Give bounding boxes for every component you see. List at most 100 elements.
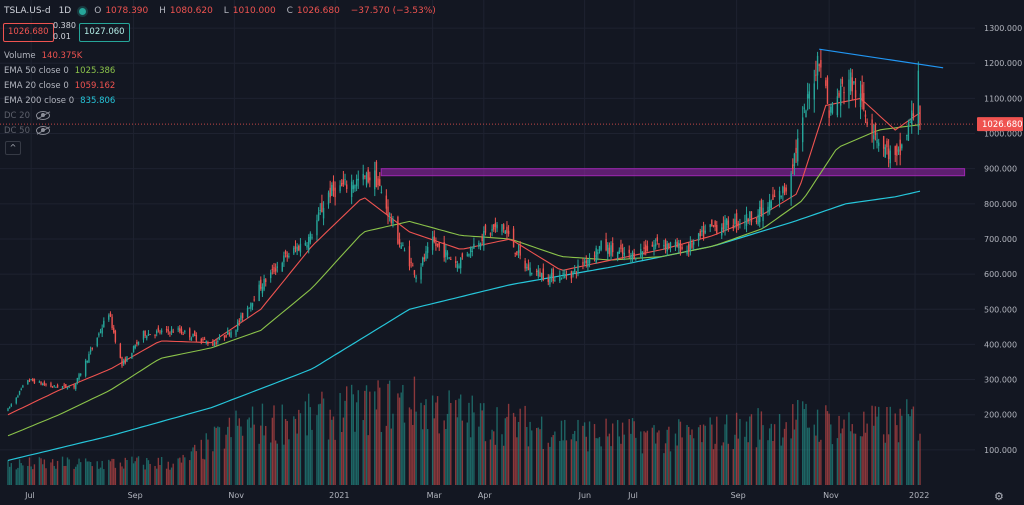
symbol-name[interactable]: TSLA.US-d [4,6,51,16]
candle-body [478,242,480,248]
indicator-dc50[interactable]: DC 50 [4,126,50,136]
candle-body [203,338,206,340]
x-tick-label: Nov [823,491,839,500]
sell-price-button[interactable]: 1026.680 [3,23,54,42]
volume-bar [598,437,601,485]
candle-body [782,186,784,194]
volume-bar [379,387,381,485]
volume-bar [689,434,692,485]
indicator-ema200[interactable]: EMA 200 close 0 835.806 [4,96,115,106]
volume-bar [217,426,219,485]
volume-bar [144,469,146,485]
candle-body [50,383,52,387]
candle-body [887,148,890,160]
candle-body [790,173,792,198]
volume-bar [364,390,366,485]
candle-body [906,134,908,136]
volume-bar [281,404,283,485]
volume-bar [446,413,449,485]
candle-body [853,81,855,84]
volume-bar [793,429,796,485]
volume-bar [169,469,171,485]
indicator-ema50[interactable]: EMA 50 close 0 1025.386 [4,66,115,76]
volume-bar [374,391,376,485]
volume-bar [770,423,772,485]
volume-bar [506,416,508,485]
x-tick-label: Nov [228,491,244,500]
volume-bar [65,465,67,485]
volume-bar [294,418,297,485]
candle-body [656,237,658,242]
volume-bar [101,460,103,485]
indicator-name: Volume [4,51,36,61]
volume-bar [512,412,515,485]
volume-bar [653,425,655,485]
candle-body [319,210,321,212]
candle-body [727,220,730,229]
indicator-volume[interactable]: Volume 140.375K [4,51,82,61]
volume-bar [808,427,810,485]
volume-bar [180,462,183,485]
candle-body [825,80,827,86]
candle-body [536,270,538,272]
indicator-ema20[interactable]: EMA 20 close 0 1059.162 [4,81,115,91]
high-label: H [159,6,166,16]
indicator-dc20[interactable]: DC 20 [4,111,50,121]
candle-body [362,173,364,180]
volume-bar [813,424,815,485]
volume-bar [390,428,392,485]
spread-info: 0.380 0.01 [53,20,76,42]
eye-hidden-icon[interactable] [36,126,50,135]
candle-body [732,225,734,229]
volume-bar [32,469,34,485]
candle-body [238,320,240,323]
candle-body [450,259,452,261]
buy-price-button[interactable]: 1027.060 [79,23,130,42]
collapse-legend-button[interactable]: ^ [5,141,21,155]
volume-bar [768,428,771,485]
candle-body [843,91,845,94]
volume-bar [767,440,769,485]
candle-body [61,386,64,388]
candle-body [724,219,726,230]
volume-bar [468,402,470,485]
volume-bar [238,418,240,485]
candle-body [212,341,214,346]
volume-bar [283,444,285,485]
volume-bar [17,467,19,485]
candle-body [235,329,237,335]
volume-bar [778,414,781,485]
volume-bar [623,434,625,485]
eye-hidden-icon[interactable] [36,111,50,120]
spread-bottom: 0.01 [53,32,71,41]
volume-bar [583,422,586,485]
volume-bar [531,430,533,485]
candle-body [119,343,122,358]
candle-body [886,140,888,148]
gear-icon[interactable]: ⚙ [994,490,1004,503]
volume-bar [489,439,492,485]
volume-bar [550,437,553,485]
candle-body [55,386,57,388]
volume-bar [109,461,112,485]
volume-bar [124,457,126,485]
candle-body [131,352,133,359]
candle-body [344,178,346,180]
volume-bar [864,432,867,485]
volume-bar [435,402,437,485]
candle-body [99,331,102,333]
volume-bar [38,457,41,485]
volume-bar [654,443,657,485]
volume-bar [30,466,32,485]
volume-bar [635,437,637,485]
volume-bar [236,425,239,485]
timeframe[interactable]: 1D [58,6,72,16]
volume-bar [790,438,792,485]
volume-bar [831,444,834,485]
candle-body [89,349,92,352]
candle-body [494,222,497,227]
volume-bar [412,424,414,485]
volume-bar [223,448,226,485]
candle-body [697,233,700,241]
